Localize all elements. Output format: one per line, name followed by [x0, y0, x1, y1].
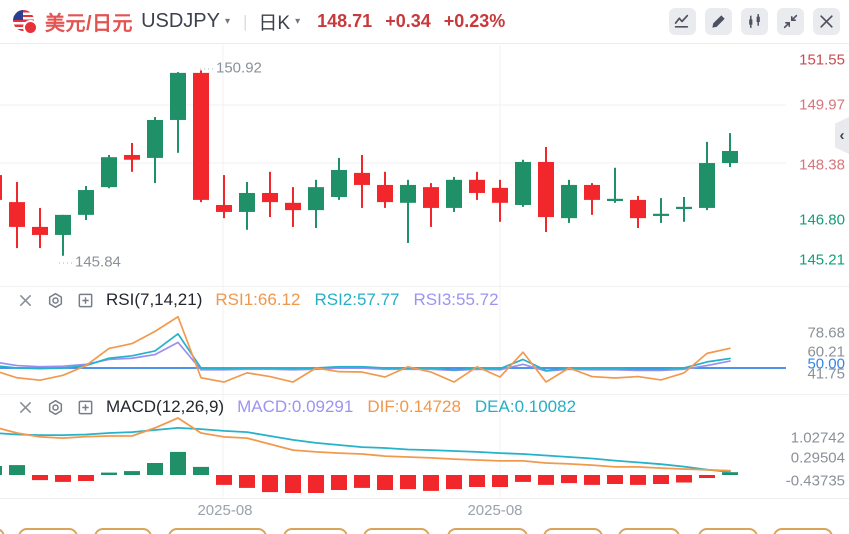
usd-jpy-flag-icon: [13, 9, 38, 35]
bottom-button-strip: [0, 520, 849, 534]
macd-settings-icon[interactable]: [46, 398, 64, 416]
chart-toolbar: [669, 8, 840, 35]
symbol-selector[interactable]: USDJPY: [141, 10, 220, 32]
macd-value: DIF:0.14728: [367, 397, 461, 416]
price-change-percent: +0.23%: [443, 11, 506, 31]
quick-action-button[interactable]: [283, 528, 348, 534]
close-icon[interactable]: [813, 8, 840, 35]
pair-name: 美元/日元: [45, 13, 134, 35]
time-axis-label: 2025-08: [467, 502, 523, 519]
rsi-value: RSI3:55.72: [413, 290, 499, 309]
quick-action-button[interactable]: [18, 528, 78, 534]
quick-action-button[interactable]: [543, 528, 603, 534]
macd-panel-header: MACD(12,26,9) MACD:0.09291 DIF:0.14728 DEA…: [0, 395, 590, 419]
header-divider: |: [243, 11, 248, 31]
time-axis[interactable]: 2025-08 2025-08: [0, 498, 849, 520]
symbol-caret-icon[interactable]: ▾: [224, 16, 230, 27]
axis-collapse-chevron[interactable]: ‹: [835, 117, 849, 154]
panel-separator: [0, 286, 849, 287]
quick-action-button[interactable]: [698, 528, 758, 534]
macd-close-icon[interactable]: [16, 398, 34, 416]
collapse-icon[interactable]: [777, 8, 804, 35]
quick-action-button[interactable]: [773, 528, 833, 534]
candlestick-icon[interactable]: [741, 8, 768, 35]
rsi-settings-icon[interactable]: [46, 291, 64, 309]
chart-header: 美元/日元 USDJPY ▾ | 日K ▾ 148.71 +0.34 +0.23…: [0, 0, 849, 44]
last-price: 148.71: [317, 11, 373, 31]
rsi-title: RSI(7,14,21): [106, 290, 203, 309]
quick-action-button[interactable]: [618, 528, 680, 534]
indicator-line-icon[interactable]: [669, 8, 696, 35]
quick-action-button[interactable]: [0, 528, 5, 534]
macd-values: MACD:0.09291 DIF:0.14728 DEA:0.10082: [237, 397, 590, 417]
quick-action-button[interactable]: [168, 528, 267, 534]
period-selector[interactable]: 日K: [258, 13, 291, 34]
quick-action-button[interactable]: [447, 528, 528, 534]
panel-separator: [0, 394, 849, 395]
macd-value: MACD:0.09291: [237, 397, 354, 416]
macd-value: DEA:0.10082: [474, 397, 577, 416]
rsi-add-indicator-icon[interactable]: [76, 291, 94, 309]
period-caret-icon[interactable]: ▾: [295, 16, 301, 27]
rsi-panel-header: RSI(7,14,21) RSI1:66.12 RSI2:57.77 RSI3:55…: [0, 288, 513, 312]
macd-add-indicator-icon[interactable]: [76, 398, 94, 416]
rsi-values: RSI1:66.12 RSI2:57.77 RSI3:55.72: [215, 290, 512, 310]
rsi-close-icon[interactable]: [16, 291, 34, 309]
price-change: +0.34: [385, 11, 431, 31]
quick-action-button[interactable]: [94, 528, 152, 534]
macd-title: MACD(12,26,9): [106, 397, 225, 416]
rsi-value: RSI2:57.77: [314, 290, 400, 309]
draw-pencil-icon[interactable]: [705, 8, 732, 35]
rsi-value: RSI1:66.12: [215, 290, 301, 309]
quick-action-button[interactable]: [363, 528, 430, 534]
time-axis-label: 2025-08: [197, 502, 253, 519]
